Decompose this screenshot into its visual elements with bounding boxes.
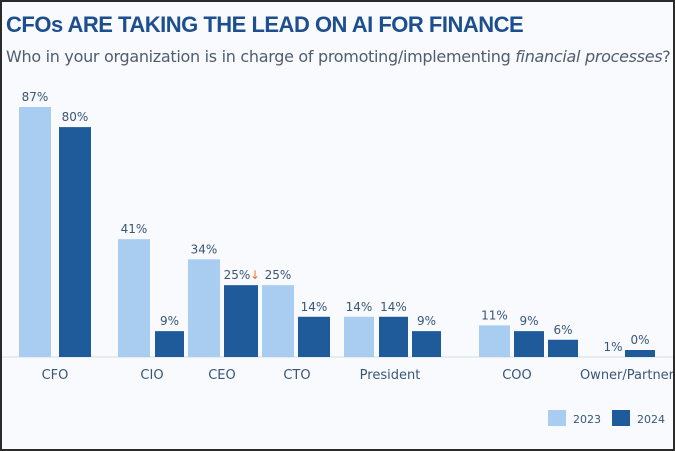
- subtitle-text: Who in your organization is in charge of…: [6, 47, 516, 66]
- bar-cfo-2024: [59, 127, 91, 357]
- data-label: 14%: [301, 300, 328, 314]
- data-label: 9%: [519, 314, 538, 328]
- data-label: 9%: [417, 314, 436, 328]
- bar-cio-2023: [118, 239, 150, 357]
- data-label: 34%: [191, 242, 218, 256]
- category-label: COO: [502, 368, 532, 383]
- legend-label-2023: 2023: [573, 413, 601, 426]
- data-label: 0%: [630, 333, 649, 347]
- bar-president-2024: [412, 331, 441, 357]
- bar-coo-2023: [479, 325, 510, 357]
- bar-ceo-2023: [188, 259, 220, 357]
- down-arrow-icon: ↓: [250, 268, 260, 282]
- data-label: 25%: [224, 268, 251, 282]
- data-label: 80%: [62, 110, 89, 124]
- legend-swatch-2023: [548, 410, 566, 426]
- category-label: Owner/Partner: [580, 368, 673, 383]
- bar-cio-2024: [155, 331, 184, 357]
- bar-coo-2024: [514, 331, 544, 357]
- data-label: 25%: [265, 268, 292, 282]
- bar-cto-2024: [298, 316, 330, 357]
- legend-label-2024: 2024: [637, 413, 665, 426]
- category-label: CFO: [42, 368, 69, 383]
- data-label: 11%: [481, 308, 508, 322]
- data-label: 9%: [160, 314, 179, 328]
- data-label: 14%: [380, 300, 407, 314]
- data-label: 87%: [22, 90, 49, 104]
- bar-president-2023: [344, 316, 374, 357]
- bar-cfo-2023: [19, 107, 51, 357]
- category-label: CTO: [283, 368, 310, 383]
- subtitle-end: ?: [662, 47, 671, 66]
- category-label: CEO: [208, 368, 236, 383]
- bar-cto-2023: [262, 285, 294, 357]
- subtitle-italic: financial processes: [515, 47, 663, 66]
- data-label: 6%: [553, 323, 572, 337]
- data-label: 41%: [121, 222, 148, 236]
- category-label: President: [360, 368, 421, 383]
- bar-president-2024: [379, 316, 408, 357]
- legend-swatch-2024: [612, 410, 630, 426]
- bar-owner-partner-2024: [625, 350, 655, 357]
- bar-coo-2024: [548, 339, 578, 357]
- bar-ceo-2024: [224, 285, 258, 357]
- data-label: 14%: [346, 300, 373, 314]
- chart-title: CFOs ARE TAKING THE LEAD ON AI FOR FINAN…: [6, 12, 524, 37]
- data-label: 1%: [603, 340, 622, 354]
- category-label: CIO: [140, 368, 163, 383]
- chart-subtitle: Who in your organization is in charge of…: [6, 47, 671, 66]
